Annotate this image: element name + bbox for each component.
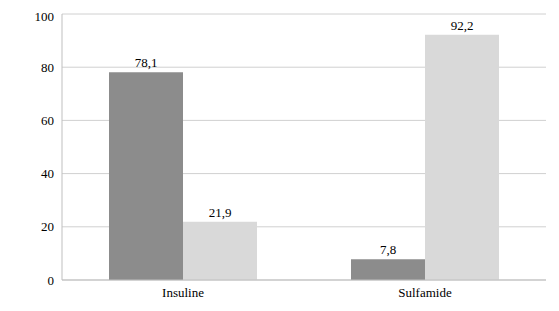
svg-text:80: 80 [41, 60, 54, 75]
svg-text:21,9: 21,9 [209, 205, 232, 220]
svg-text:20: 20 [41, 219, 54, 234]
svg-text:0: 0 [48, 273, 55, 288]
svg-text:92,2: 92,2 [451, 18, 474, 33]
svg-text:7,8: 7,8 [380, 242, 396, 257]
svg-text:60: 60 [41, 113, 54, 128]
svg-text:40: 40 [41, 166, 54, 181]
svg-text:Insuline: Insuline [162, 285, 204, 300]
svg-text:Sulfamide: Sulfamide [398, 285, 452, 300]
svg-text:78,1: 78,1 [135, 55, 158, 70]
svg-text:100: 100 [35, 9, 55, 24]
